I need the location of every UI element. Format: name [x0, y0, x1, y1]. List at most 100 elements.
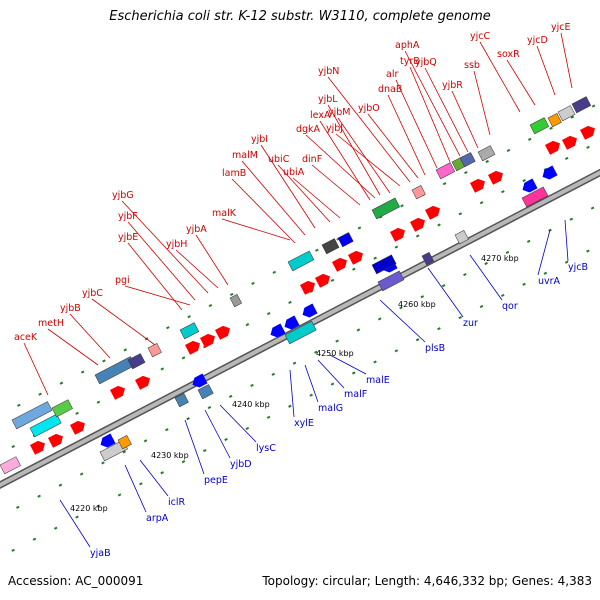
gene-feature — [557, 105, 576, 122]
gene-arrow — [332, 257, 347, 272]
leader-line — [506, 59, 536, 106]
leader-line — [305, 134, 376, 199]
tick-mark — [139, 482, 143, 486]
gene-label: metH — [38, 318, 64, 329]
gene-label: qor — [502, 301, 518, 312]
gene-feature — [200, 333, 215, 348]
gene-label: aceK — [14, 332, 38, 343]
gene-label: yjcC — [470, 31, 490, 42]
scale-label: 4260 kbp — [398, 300, 436, 309]
tick-mark — [464, 171, 468, 175]
gene-label: yjbG — [112, 190, 134, 201]
gene-feature — [117, 435, 132, 450]
gene-feature — [174, 393, 189, 408]
gene-feature — [348, 250, 363, 265]
leader-line — [560, 32, 573, 89]
gene-box — [411, 185, 426, 200]
gene-feature — [332, 257, 347, 272]
tick-mark — [314, 350, 318, 354]
tick-mark — [399, 306, 403, 310]
gene-box — [371, 254, 397, 275]
gene-feature — [300, 280, 315, 295]
tick-mark — [394, 349, 399, 353]
gene-label: malM — [232, 150, 258, 161]
leader-line — [319, 120, 371, 201]
tick-mark — [208, 303, 213, 308]
tick-mark — [143, 439, 148, 443]
tick-mark — [356, 328, 361, 332]
gene-box — [571, 96, 592, 114]
leader-line — [124, 285, 191, 306]
gene-feature — [321, 238, 340, 255]
gene-label: yjbO — [358, 103, 380, 114]
gene-box — [174, 393, 189, 408]
gene-arrow — [545, 140, 560, 155]
leader-line — [367, 113, 419, 179]
tick-mark — [160, 471, 164, 475]
tick-mark — [569, 217, 574, 221]
tick-mark — [17, 403, 21, 407]
tick-mark — [590, 206, 595, 210]
leader-line — [327, 104, 381, 196]
gene-box — [284, 320, 317, 345]
leader-line — [335, 133, 401, 187]
gene-label: xylE — [294, 418, 314, 429]
gene-box — [179, 322, 200, 340]
tick-mark — [437, 223, 441, 227]
gene-feature — [215, 325, 230, 340]
gene-label: yjcB — [568, 262, 588, 273]
gene-box — [454, 230, 469, 245]
gene-label: dinF — [302, 154, 322, 165]
gene-arrow — [70, 420, 85, 435]
gene-feature — [425, 205, 440, 220]
tick-mark — [484, 261, 488, 266]
gene-label: yjbE — [118, 232, 138, 243]
tick-mark — [250, 383, 254, 387]
leader-line — [241, 160, 306, 236]
gene-label: yjbJ — [326, 123, 343, 134]
tick-mark — [58, 483, 63, 487]
genome-summary-text: Topology: circular; Length: 4,646,332 bp… — [262, 574, 592, 588]
leader-line — [260, 144, 316, 229]
leader-line — [409, 66, 451, 163]
gene-feature — [192, 373, 208, 388]
accession-text: Accession: AC_000091 — [8, 574, 144, 588]
tick-mark — [564, 260, 569, 264]
leader-line — [451, 90, 479, 149]
gene-arrow — [315, 273, 330, 288]
gene-arrow — [410, 217, 425, 232]
gene-feature — [488, 170, 503, 185]
tick-mark — [330, 278, 335, 282]
gene-label: malK — [212, 208, 237, 219]
gene-feature — [185, 340, 200, 355]
gene-feature — [110, 385, 125, 400]
gene-label: yjbB — [60, 303, 81, 314]
tick-mark — [377, 317, 382, 321]
gene-feature — [522, 178, 538, 193]
gene-box — [557, 105, 576, 122]
tick-mark — [420, 295, 425, 299]
gene-arrow — [110, 385, 125, 400]
tick-mark — [165, 428, 169, 432]
leader-line — [317, 359, 345, 389]
gene-feature — [337, 232, 354, 248]
tick-mark — [373, 360, 377, 364]
gene-label: pgi — [115, 275, 130, 286]
leader-line — [219, 404, 257, 443]
tick-mark — [522, 282, 526, 286]
gene-feature — [521, 186, 549, 208]
leader-line — [329, 354, 367, 375]
gene-box — [547, 113, 562, 128]
gene-feature — [284, 315, 300, 330]
gene-arrow — [135, 375, 150, 390]
tick-mark — [181, 460, 186, 464]
gene-feature — [29, 413, 62, 438]
tick-mark — [16, 505, 20, 509]
gene-box — [521, 186, 549, 208]
tick-mark — [160, 367, 165, 371]
tick-mark — [271, 372, 276, 376]
tick-mark — [415, 338, 420, 342]
gene-feature — [48, 433, 63, 448]
gene-box — [197, 384, 214, 400]
gene-label: malF — [344, 389, 367, 400]
